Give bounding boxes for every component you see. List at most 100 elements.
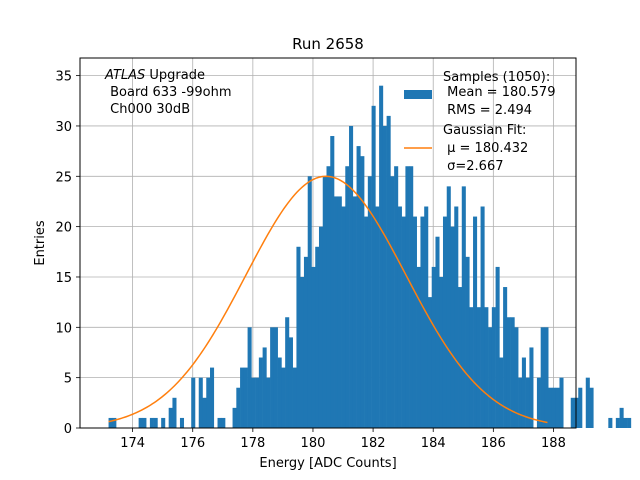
histogram-bar [439, 276, 444, 428]
histogram-bar [503, 287, 508, 428]
y-tick-label: 20 [55, 221, 72, 236]
histogram-bar [555, 387, 560, 428]
histogram-bar [217, 417, 222, 428]
x-tick-label: 174 [120, 436, 145, 451]
legend: Samples (1050): Mean = 180.579 RMS = 2.4… [404, 70, 555, 174]
histogram-bar [386, 115, 391, 428]
gaussian-fit-curve [108, 175, 548, 424]
histogram-bars [108, 85, 632, 429]
histogram-bar [442, 216, 448, 428]
histogram-bar [292, 367, 297, 428]
histogram-bar [270, 327, 275, 428]
histogram-bar [349, 125, 354, 429]
histogram-bar [570, 397, 575, 428]
histogram-bar [394, 166, 399, 428]
histogram-bar [334, 196, 339, 428]
histogram-bar [409, 166, 414, 428]
histogram-bar [232, 407, 237, 428]
histogram-bar [258, 357, 263, 428]
histogram-bar [367, 176, 372, 428]
histogram-bar [473, 216, 478, 428]
histogram-bar [300, 276, 305, 428]
histogram-bar [608, 417, 613, 428]
histogram-bar [401, 216, 406, 428]
histogram-bar [352, 196, 357, 428]
histogram-bar [296, 246, 301, 428]
y-tick-label: 5 [64, 372, 72, 387]
histogram-bar [360, 156, 365, 428]
histogram-bar [382, 125, 387, 429]
histogram-bar [371, 105, 376, 429]
legend-mu-label: μ = 180.432 [443, 141, 528, 156]
y-tick-label: 25 [55, 170, 72, 185]
annotation-line-3: Ch000 30dB [106, 102, 190, 117]
histogram-bar [431, 266, 436, 428]
x-tick-label: 180 [301, 436, 326, 451]
histogram-bar [551, 387, 557, 428]
histogram-bar [390, 176, 395, 428]
histogram-bar [627, 417, 632, 428]
histogram-bar [578, 387, 583, 428]
annotation-atlas: ATLAS [104, 68, 145, 83]
histogram-bar [210, 367, 215, 428]
histogram-bar [574, 397, 579, 428]
histogram-bar [255, 377, 260, 428]
x-axis-label: Energy [ADC Counts] [259, 456, 396, 471]
histogram-bar [108, 417, 113, 428]
histogram-bar [619, 407, 624, 428]
legend-fit-label: Gaussian Fit: [443, 123, 526, 138]
histogram-bar [424, 206, 429, 428]
histogram-bar [345, 166, 350, 428]
histogram-bar [495, 266, 500, 428]
histogram-bar [412, 216, 417, 428]
histogram-bar [236, 387, 241, 428]
histogram-bar [525, 377, 530, 428]
x-tick-label: 184 [421, 436, 446, 451]
histogram-bar [397, 206, 402, 428]
histogram-bar [450, 226, 455, 428]
histogram-bar [153, 417, 158, 428]
annotation-line-1: ATLAS Upgrade [104, 68, 205, 83]
histogram-bar [499, 357, 504, 428]
histogram-bar [379, 85, 384, 428]
annotation-line-2: Board 633 -99ohm [106, 85, 232, 100]
legend-sigma-label: σ=2.667 [443, 159, 503, 174]
histogram-bar [536, 377, 541, 428]
histogram-bar [405, 166, 410, 428]
histogram-bar [138, 417, 143, 428]
histogram-bar [375, 206, 380, 428]
histogram-bar [191, 377, 196, 428]
histogram-bar [427, 297, 433, 428]
histogram-bar [303, 256, 309, 428]
histogram-bar [465, 256, 470, 428]
y-tick-label: 15 [55, 271, 72, 286]
annotation-box: ATLAS Upgrade Board 633 -99ohm Ch000 30d… [104, 68, 232, 117]
histogram-bar [273, 327, 278, 428]
histogram-bar [281, 367, 286, 428]
histogram-bar [491, 307, 496, 428]
histogram-bar [420, 216, 425, 428]
y-tick-label: 0 [64, 422, 72, 437]
legend-samples-label: Samples (1050): [443, 70, 550, 85]
histogram-bar [518, 377, 523, 428]
histogram-bar [529, 347, 534, 428]
histogram-bar [488, 327, 493, 428]
histogram-bar [506, 317, 511, 428]
axis-ticks: 174 176 178 180 182 184 186 188 0 5 10 15 20 25 30 35 [55, 70, 565, 451]
histogram-bar [315, 246, 320, 428]
histogram-bar [307, 176, 312, 428]
histogram-bar [521, 357, 526, 428]
histogram-bar [476, 307, 481, 428]
histogram-bar [179, 417, 185, 428]
histogram-bar [247, 327, 252, 428]
legend-histogram-swatch [404, 90, 432, 99]
histogram-bar [623, 417, 628, 428]
histogram-bar [311, 266, 316, 428]
histogram-bar [589, 387, 594, 428]
histogram-bar [168, 407, 173, 428]
histogram-bar [544, 327, 549, 428]
histogram-bar [288, 337, 293, 428]
histogram-bar [277, 357, 282, 428]
histogram-bar [416, 266, 421, 428]
